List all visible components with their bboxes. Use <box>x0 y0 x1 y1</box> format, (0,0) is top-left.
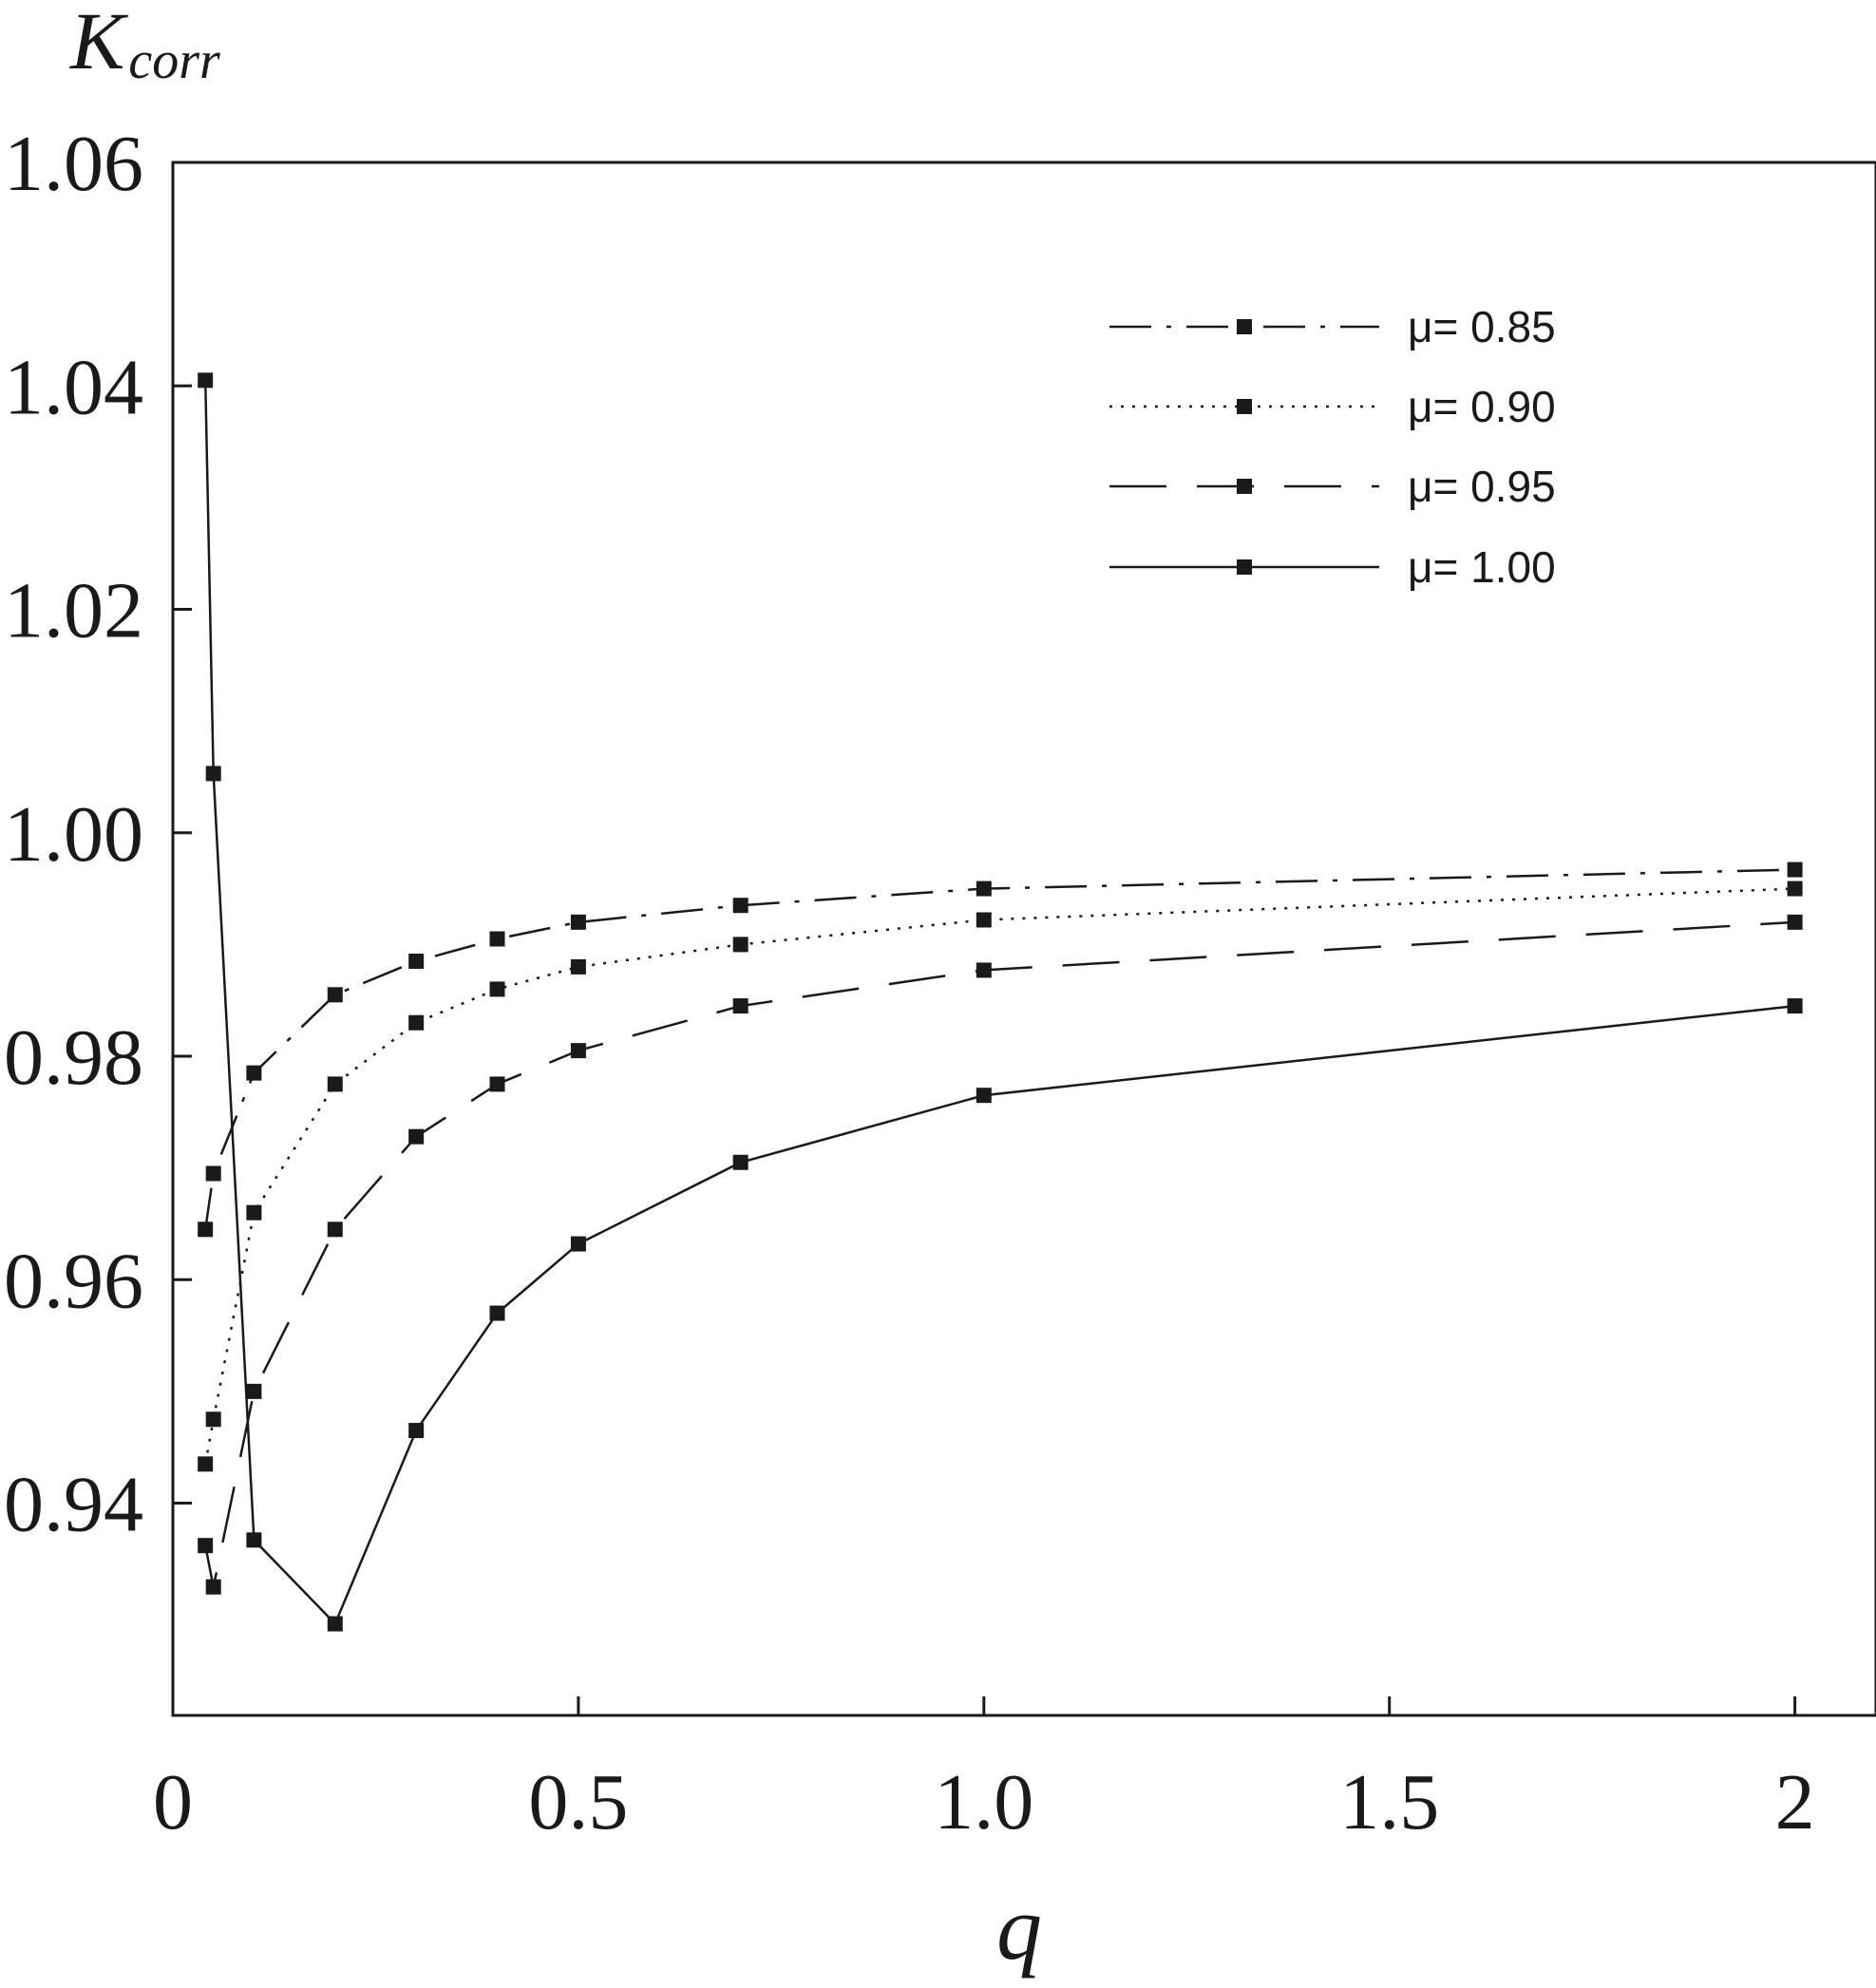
data-point <box>732 998 749 1014</box>
data-point <box>489 1076 505 1092</box>
legend-label: μ= 1.00 <box>1408 542 1556 592</box>
data-point <box>327 1076 343 1092</box>
data-point <box>1787 880 1803 897</box>
x-tick-label: 2 <box>1775 1758 1815 1846</box>
data-point <box>570 914 586 930</box>
y-tick-label: 1.00 <box>4 790 143 879</box>
data-point <box>489 981 505 997</box>
data-point <box>198 1456 214 1472</box>
x-axis-title: q <box>996 1877 1042 1979</box>
data-point <box>570 1236 586 1252</box>
y-axis-title-subscript: corr <box>128 31 220 90</box>
legend: μ= 0.85 μ= 0.90 μ= 0.95 μ= 1.00 <box>1109 302 1556 592</box>
data-point <box>205 766 221 782</box>
series-dash-dot <box>198 861 1803 1238</box>
plot-area <box>171 161 1876 1717</box>
legend-marker <box>1237 319 1252 334</box>
x-tick-label: 1.5 <box>1339 1758 1439 1846</box>
data-point <box>1787 998 1803 1014</box>
y-tick-label: 0.96 <box>4 1237 143 1325</box>
y-tick-label: 0.98 <box>4 1013 143 1102</box>
data-point <box>408 1423 425 1439</box>
legend-label: μ= 0.95 <box>1408 462 1556 511</box>
y-tick-label: 0.94 <box>4 1461 143 1549</box>
data-point <box>570 958 586 975</box>
data-point <box>246 1532 262 1548</box>
legend-marker <box>1237 399 1252 414</box>
series-line <box>203 920 1795 1587</box>
x-axis-ticks: 0 0.5 1.0 1.5 2 <box>153 1696 1815 1846</box>
data-point <box>327 987 343 1003</box>
legend-label: μ= 0.90 <box>1408 382 1556 431</box>
data-point <box>205 1411 221 1428</box>
data-point <box>976 1088 992 1104</box>
data-point <box>732 937 749 953</box>
data-point <box>1787 861 1803 878</box>
y-tick-label: 1.06 <box>4 120 143 208</box>
series-dotted <box>198 880 1803 1472</box>
data-point <box>246 1383 262 1399</box>
data-point <box>205 1579 221 1595</box>
data-point <box>327 1616 343 1632</box>
data-point <box>976 962 992 978</box>
data-point <box>489 1305 505 1321</box>
series-line <box>203 380 1795 1626</box>
data-point <box>976 912 992 928</box>
series-layer <box>198 372 1803 1632</box>
data-point <box>732 898 749 914</box>
legend-marker <box>1237 559 1252 575</box>
x-tick-label: 1.0 <box>934 1758 1033 1846</box>
y-axis-title: Kcorr <box>68 0 220 90</box>
data-point <box>976 880 992 897</box>
data-point <box>198 1221 214 1238</box>
data-point <box>327 1221 343 1238</box>
series-line <box>203 868 1795 1230</box>
series-solid <box>198 372 1803 1632</box>
data-point <box>408 1014 425 1031</box>
series-line <box>203 887 1795 1465</box>
y-axis-ticks: 0.94 0.96 0.98 1.00 1.02 1.04 1.06 <box>4 120 192 1549</box>
data-point <box>408 1128 425 1145</box>
x-tick-label: 0 <box>153 1758 193 1846</box>
data-point <box>1787 914 1803 930</box>
legend-marker <box>1237 479 1252 494</box>
data-point <box>246 1065 262 1081</box>
data-point <box>732 1154 749 1170</box>
data-point <box>489 931 505 947</box>
data-point <box>408 954 425 970</box>
data-point <box>198 1538 214 1554</box>
data-point <box>570 1043 586 1059</box>
series-dashed <box>198 914 1803 1595</box>
data-point <box>246 1204 262 1221</box>
data-point <box>198 372 214 388</box>
x-tick-label: 0.5 <box>528 1758 628 1846</box>
y-axis-title-main: K <box>68 0 129 86</box>
data-point <box>205 1165 221 1182</box>
legend-label: μ= 0.85 <box>1408 302 1556 351</box>
y-tick-label: 1.02 <box>4 567 143 655</box>
y-tick-label: 1.04 <box>4 343 143 431</box>
